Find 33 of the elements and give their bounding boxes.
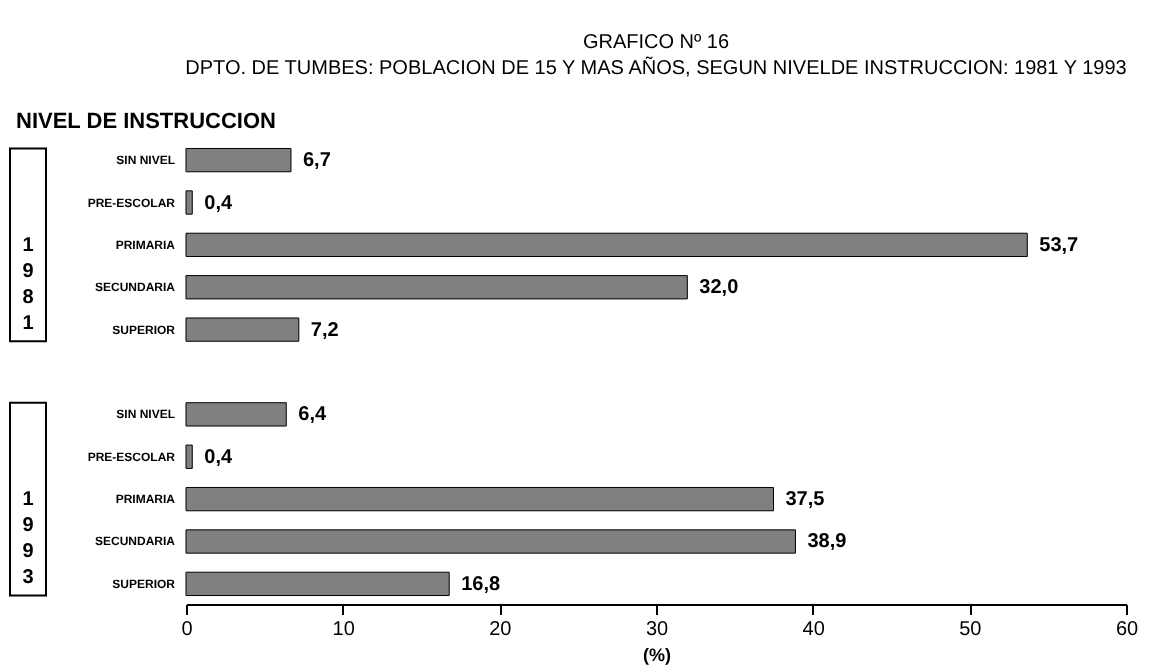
data-label: 6,7 bbox=[302, 150, 332, 173]
bar bbox=[185, 402, 287, 427]
x-tick-label: 10 bbox=[332, 619, 356, 641]
bar bbox=[185, 571, 450, 597]
x-axis-title: (%) bbox=[643, 645, 671, 665]
chart-title: GRAFICO Nº 16 bbox=[582, 32, 730, 54]
data-label: 38,9 bbox=[807, 531, 848, 554]
x-tick-label: 20 bbox=[489, 619, 513, 641]
x-tick-label: 40 bbox=[802, 619, 826, 641]
bar bbox=[185, 529, 796, 554]
data-label: 16,8 bbox=[461, 573, 501, 596]
x-tick-label: 60 bbox=[1115, 619, 1139, 641]
x-tick-label: 50 bbox=[959, 619, 983, 641]
chart-subtitle: DPTO. DE TUMBES: POBLACION DE 15 Y MAS AÑOS, SEGUN NIVELDE INSTRUCCION: 1981 Y 1993 bbox=[185, 56, 1128, 80]
x-tick-label: 0 bbox=[181, 619, 194, 641]
data-label: 53,7 bbox=[1039, 234, 1080, 257]
bar bbox=[185, 232, 1028, 258]
bar bbox=[185, 275, 688, 300]
bar bbox=[185, 486, 774, 512]
data-label: 32,0 bbox=[699, 277, 740, 300]
data-label: 37,5 bbox=[785, 489, 826, 512]
x-tick-label: 30 bbox=[645, 619, 669, 641]
text: 1993 bbox=[22, 489, 35, 590]
bar bbox=[185, 190, 193, 215]
bar bbox=[185, 147, 292, 173]
bar bbox=[185, 317, 300, 342]
y-axis-title: NIVEL DE INSTRUCCION bbox=[16, 110, 277, 134]
data-label: 0,4 bbox=[204, 446, 233, 469]
data-label: 6,4 bbox=[298, 404, 327, 427]
text: 1981 bbox=[22, 234, 35, 335]
data-label: 7,2 bbox=[310, 319, 340, 342]
bar bbox=[185, 444, 193, 469]
data-label: 0,4 bbox=[204, 192, 233, 215]
